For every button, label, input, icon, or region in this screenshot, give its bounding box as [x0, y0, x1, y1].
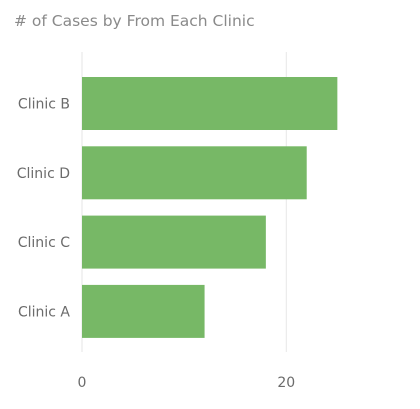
bar-clinic-d[interactable]	[82, 146, 307, 200]
category-label: Clinic C	[18, 235, 70, 251]
bar-layer	[82, 77, 338, 338]
category-label-layer: Clinic B Clinic D Clinic C Clinic A	[17, 97, 71, 321]
bar-clinic-a[interactable]	[82, 284, 205, 338]
x-tick-label: 20	[277, 375, 295, 391]
bar-clinic-b[interactable]	[82, 77, 338, 130]
x-tick-label: 0	[78, 375, 87, 391]
chart-title: # of Cases by From Each Clinic	[14, 12, 255, 30]
x-tick-label-layer: 0 20	[78, 375, 296, 391]
category-label: Clinic D	[17, 166, 70, 182]
bar-clinic-c[interactable]	[82, 215, 266, 269]
category-label: Clinic B	[18, 97, 70, 113]
category-label: Clinic A	[18, 304, 70, 320]
